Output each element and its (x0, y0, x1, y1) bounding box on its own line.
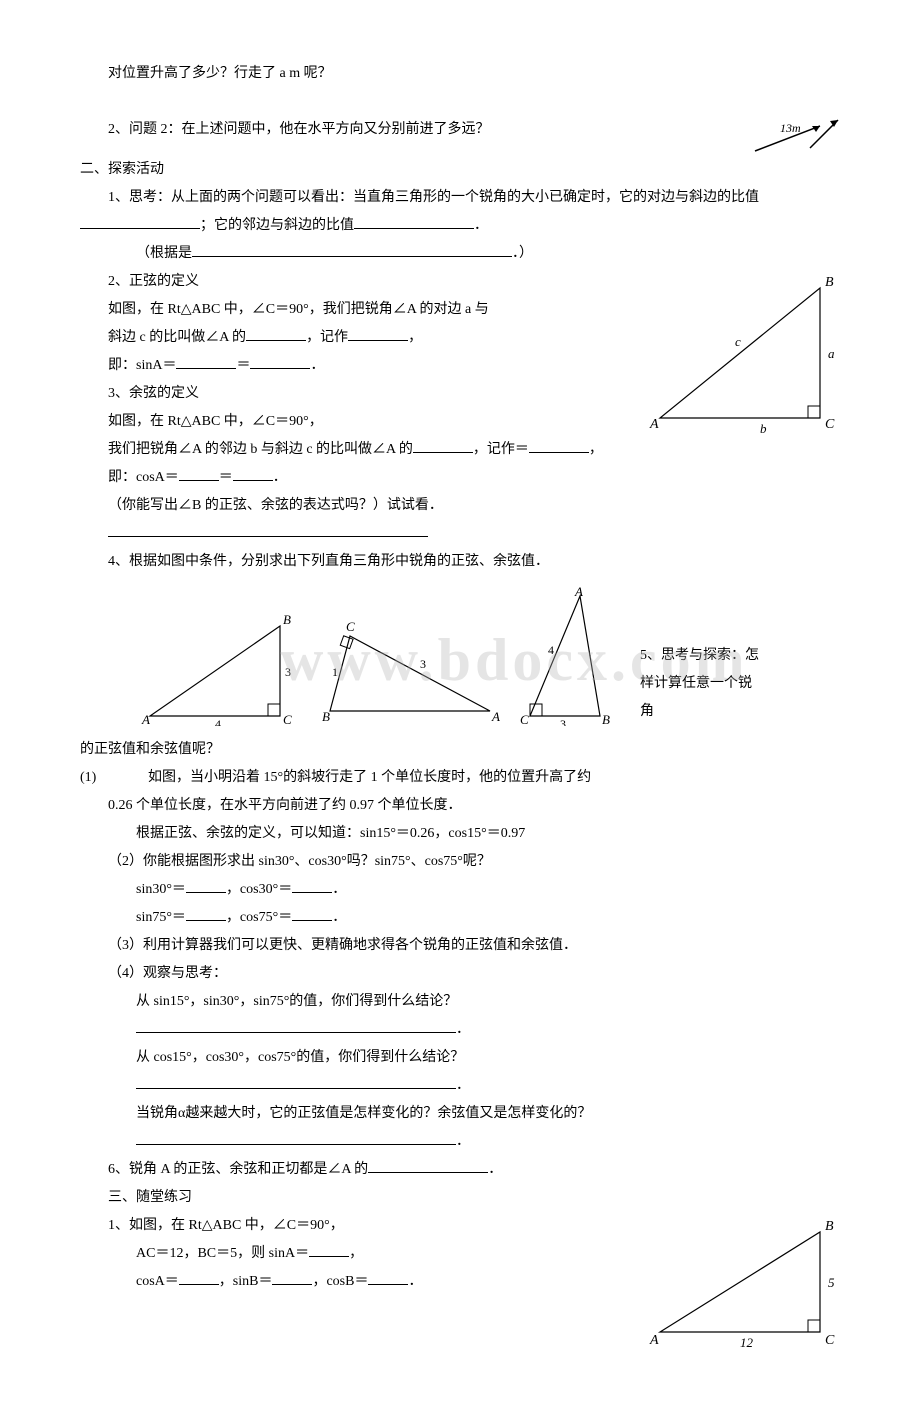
svg-text:4: 4 (215, 717, 221, 726)
svg-text:C: C (283, 712, 292, 726)
line-prev: 对位置升高了多少？行走了 a m 呢？ (80, 60, 840, 88)
p5-1c: 根据正弦、余弦的定义，可以知道：sin15°＝0.26，cos15°＝0.97 (80, 820, 840, 848)
p4: 4、根据如图中条件，分别求出下列直角三角形中锐角的正弦、余弦值． (80, 548, 840, 576)
p1: 1、思考：从上面的两个问题可以看出：当直角三角形的一个锐角的大小已确定时，它的对… (80, 184, 840, 240)
blank[interactable] (413, 438, 473, 453)
svg-text:12: 12 (740, 1335, 754, 1350)
basis: （根据是．） (80, 240, 840, 268)
slope-icon: 13m (750, 116, 840, 156)
blank[interactable] (80, 214, 200, 229)
svg-text:13m: 13m (780, 121, 801, 135)
p5-4a: 从 sin15°，sin30°，sin75°的值，你们得到什么结论？ (80, 988, 840, 1016)
blank[interactable] (246, 326, 306, 341)
three-triangles: A B C 3 4 B C A 1 3 A B C 4 3 5、思考与探索：怎样… (140, 586, 840, 726)
p5-4: （4）观察与思考： (80, 960, 840, 988)
blank[interactable] (176, 354, 236, 369)
section-3-title: 三、随堂练习 (80, 1184, 840, 1212)
svg-text:B: B (322, 709, 330, 724)
triangle-2: B C A 1 3 (320, 616, 500, 726)
blank[interactable] (192, 242, 512, 257)
svg-text:A: A (574, 586, 583, 599)
p3h: （你能写出∠B 的正弦、余弦的表达式吗？）试试看． (80, 492, 640, 520)
blank-line: ． (80, 1016, 840, 1044)
p2e: 即：sinA＝＝． (80, 352, 640, 380)
svg-text:B: B (602, 712, 610, 726)
p3b: 我们把锐角∠A 的邻边 b 与斜边 c 的比叫做∠A 的，记作＝， (80, 436, 640, 464)
blank[interactable] (250, 354, 310, 369)
svg-text:C: C (346, 619, 355, 634)
p5-1a: 如图，当小明沿着 15°的斜坡行走了 1 个单位长度时，他的位置升高了约 (120, 764, 840, 792)
p3-title: 3、余弦的定义 (80, 380, 640, 408)
triangle-3: A B C 4 3 (520, 586, 620, 726)
blank-line (80, 520, 640, 548)
ex1d: cosA＝，sinB＝，cosB＝． (80, 1268, 640, 1296)
ex1a: 1、如图，在 Rt△ABC 中，∠C＝90°， (80, 1212, 640, 1240)
svg-text:3: 3 (285, 665, 291, 679)
section-2-title: 二、探索活动 (80, 156, 840, 184)
svg-text:b: b (760, 421, 767, 436)
svg-text:A: A (141, 712, 150, 726)
p3a: 如图，在 Rt△ABC 中，∠C＝90°， (80, 408, 640, 436)
svg-text:5: 5 (828, 1275, 835, 1290)
svg-text:3: 3 (420, 657, 426, 671)
blank-line: ． (80, 1128, 840, 1156)
svg-text:B: B (283, 612, 291, 627)
p5-2a: sin30°＝，cos30°＝． (80, 876, 840, 904)
p3e: 即：cosA＝＝． (80, 464, 640, 492)
p2b: 斜边 c 的比叫做∠A 的，记作， (80, 324, 640, 352)
p5-4b: 从 cos15°，cos30°，cos75°的值，你们得到什么结论？ (80, 1044, 840, 1072)
blank[interactable] (354, 214, 474, 229)
triangle-1: A B C 3 4 (140, 606, 300, 726)
svg-text:C: C (520, 712, 529, 726)
svg-text:1: 1 (332, 665, 338, 679)
question-2: 2、问题 2：在上述问题中，他在水平方向又分别前进了多远？ (80, 116, 750, 144)
svg-text:C: C (825, 1333, 835, 1348)
svg-text:c: c (735, 334, 741, 349)
svg-text:C: C (825, 417, 835, 432)
blank[interactable] (348, 326, 408, 341)
p5-2: （2）你能根据图形求出 sin30°、cos30°吗？sin75°、cos75°… (80, 848, 840, 876)
svg-text:3: 3 (560, 717, 566, 726)
p5-3: （3）利用计算器我们可以更快、更精确地求得各个锐角的正弦值和余弦值． (80, 932, 840, 960)
p6: 6、锐角 A 的正弦、余弦和正切都是∠A 的． (80, 1156, 840, 1184)
p5-1b: 0.26 个单位长度，在水平方向前进了约 0.97 个单位长度． (80, 792, 840, 820)
p2a: 如图，在 Rt△ABC 中，∠C＝90°，我们把锐角∠A 的对边 a 与 (80, 296, 640, 324)
blank[interactable] (233, 466, 273, 481)
p5-2d: sin75°＝，cos75°＝． (80, 904, 840, 932)
item-1-label: (1) (80, 764, 120, 792)
svg-text:a: a (828, 346, 835, 361)
p2-title: 2、正弦的定义 (80, 268, 640, 296)
svg-text:4: 4 (548, 643, 554, 657)
blank-line: ． (80, 1072, 840, 1100)
ex1b: AC＝12，BC＝5，则 sinA＝， (80, 1240, 640, 1268)
p5b: 的正弦值和余弦值呢？ (80, 736, 840, 764)
triangle-main: A B C c a b (640, 268, 840, 438)
p5-4c: 当锐角α越来越大时，它的正弦值是怎样变化的？余弦值又是怎样变化的？ (80, 1100, 840, 1128)
svg-text:A: A (491, 709, 500, 724)
svg-text:B: B (825, 275, 834, 290)
blank[interactable] (179, 466, 219, 481)
p5-side: 5、思考与探索：怎样计算任意一个锐角 (640, 642, 760, 726)
svg-text:A: A (649, 1333, 659, 1348)
svg-text:B: B (825, 1219, 834, 1234)
blank[interactable] (529, 438, 589, 453)
svg-text:A: A (649, 417, 659, 432)
triangle-exercise: A B C 12 5 (640, 1212, 840, 1352)
